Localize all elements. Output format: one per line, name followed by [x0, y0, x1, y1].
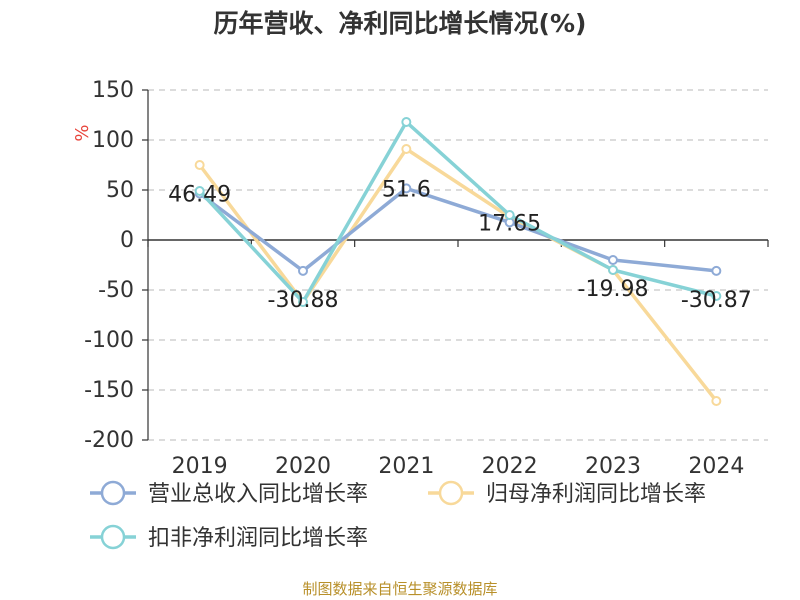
series-line: [198, 120, 717, 304]
data-point: [401, 144, 412, 154]
series-group: [194, 117, 722, 406]
y-tick-label: -100: [84, 328, 134, 353]
y-tick-label: 150: [92, 78, 134, 103]
chart-title: 历年营收、净利同比增长情况(%): [214, 9, 587, 38]
x-tick-labels: 2019 2020 2021 2022 2023 2024: [172, 454, 745, 479]
legend-swatch-marker: [100, 524, 126, 550]
data-point: [401, 117, 412, 127]
legend-label: 归母净利润同比增长率: [486, 482, 706, 507]
legend-swatch-marker: [100, 480, 126, 506]
data-labels: 46.49 -30.88 51.6 17.65 -19.98 -30.87: [168, 177, 752, 312]
legend-label: 扣非净利润同比增长率: [148, 526, 368, 551]
data-label: -30.88: [268, 288, 339, 313]
x-tick-label: 2023: [585, 454, 641, 479]
x-tick-label: 2021: [378, 454, 434, 479]
x-tick-label: 2019: [172, 454, 228, 479]
data-point: [608, 265, 618, 275]
y-tick-label: 50: [106, 178, 134, 203]
data-point: [401, 183, 412, 194]
legend-label: 营业总收入同比增长率: [148, 482, 368, 507]
data-label: -19.98: [578, 277, 649, 302]
y-tick-label: 100: [92, 128, 134, 153]
data-point: [194, 160, 205, 170]
data-point: [711, 291, 722, 301]
y-axis-unit: %: [72, 124, 93, 141]
y-tick-label: -150: [84, 378, 134, 403]
axes: [142, 89, 769, 441]
data-point: [298, 265, 308, 276]
series-line: [198, 147, 718, 403]
x-tick-label: 2024: [688, 454, 744, 479]
data-label: 17.65: [478, 211, 541, 236]
data-point: [608, 254, 618, 265]
data-point: [711, 265, 722, 276]
data-label: 51.6: [382, 177, 431, 202]
y-tick-label: -200: [84, 428, 134, 453]
data-point: [504, 210, 515, 220]
data-label: 46.49: [168, 183, 231, 208]
series-line: [198, 186, 717, 273]
data-point: [194, 186, 205, 196]
data-point: [711, 396, 722, 406]
gridlines: [148, 89, 768, 441]
x-tick-label: 2020: [275, 454, 331, 479]
source-note: 制图数据来自恒生聚源数据库: [302, 580, 497, 598]
x-tick-label: 2022: [482, 454, 538, 479]
y-tick-label: -50: [98, 278, 134, 303]
data-label: -30.87: [681, 288, 752, 313]
legend-swatch-marker: [438, 480, 464, 506]
y-tick-label: 0: [120, 228, 134, 253]
y-tick-labels: 150 100 50 0 -50 -100 -150 -200: [84, 78, 134, 453]
data-point: [298, 297, 308, 307]
